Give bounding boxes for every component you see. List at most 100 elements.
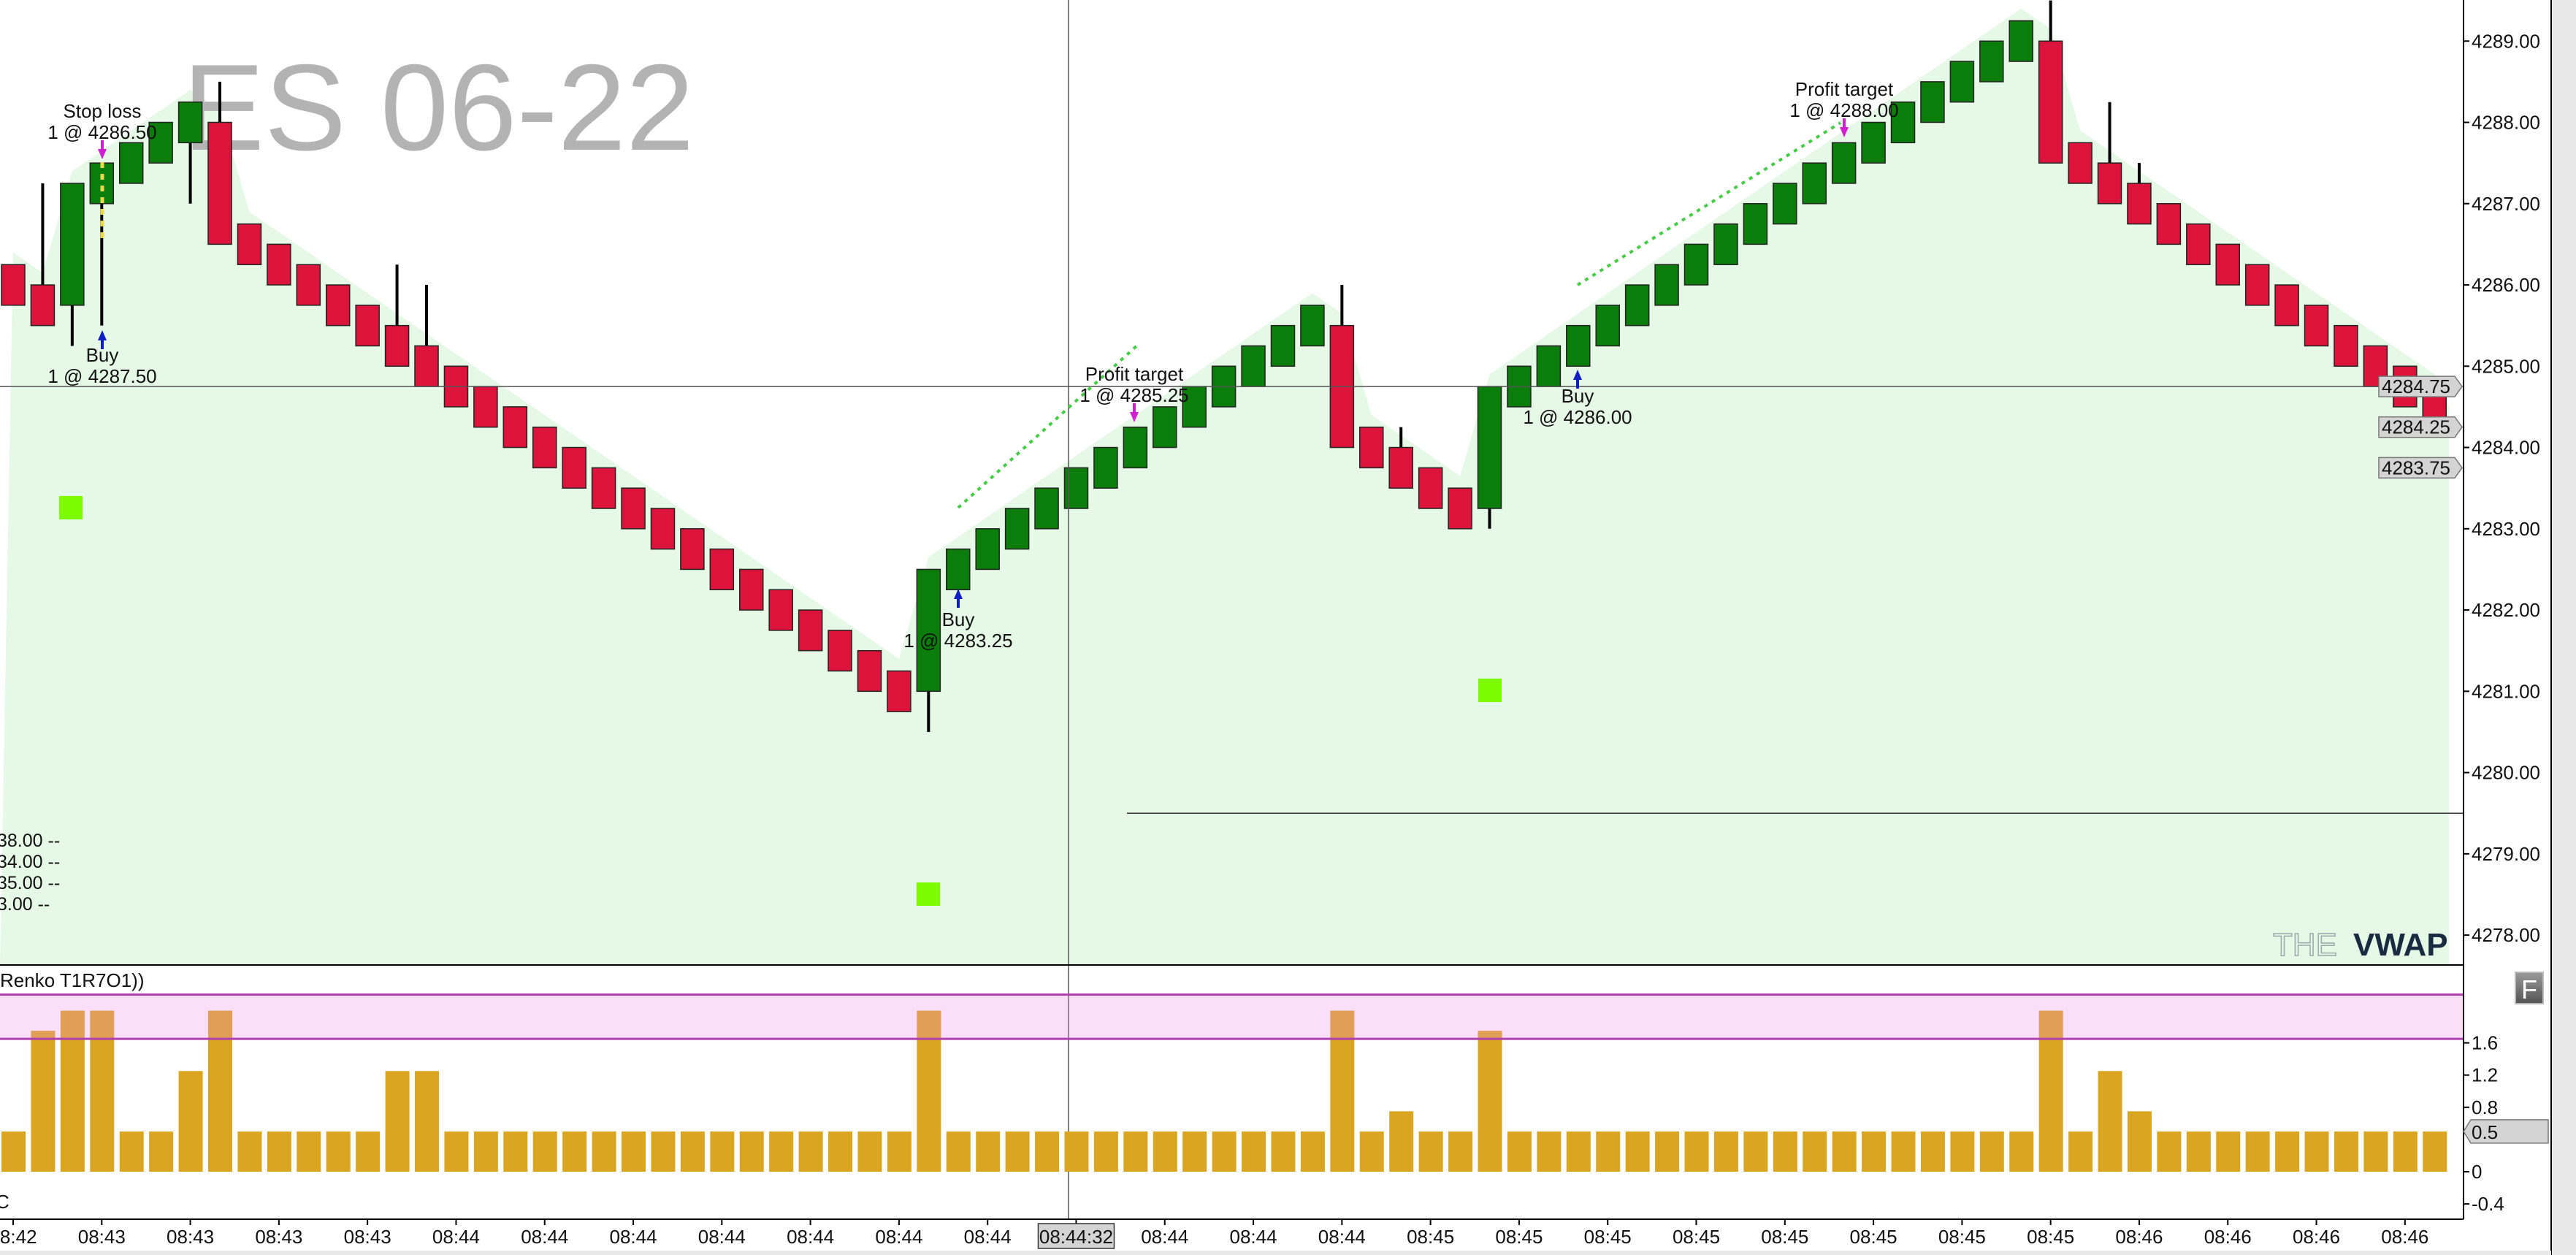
- time-tick-label: 08:45: [1407, 1226, 1454, 1248]
- time-tick-label: 08:43: [255, 1226, 302, 1248]
- volume-bar: [2098, 1071, 2122, 1172]
- down-brick: [2186, 223, 2211, 265]
- up-brick: [1477, 386, 1502, 509]
- volume-bar: [2423, 1131, 2447, 1172]
- up-brick: [177, 101, 203, 144]
- down-brick: [857, 649, 882, 693]
- price-tick-label: 4279.00: [2472, 843, 2540, 865]
- signal-square: [59, 496, 83, 519]
- profit-target-annotation-1: Profit target 1 @ 4285.25: [1079, 364, 1188, 406]
- time-tick-label: 08:44: [875, 1226, 922, 1248]
- annotation-detail: 1 @ 4286.50: [47, 121, 157, 143]
- down-brick: [414, 345, 439, 387]
- volume-bar: [1300, 1131, 1325, 1172]
- time-tick-label: 08:43: [167, 1226, 214, 1248]
- volume-bar: [828, 1131, 853, 1172]
- price-tick-label: 4283.00: [2472, 518, 2540, 540]
- up-brick: [975, 528, 1000, 571]
- price-tag-label: 4284.25: [2382, 416, 2450, 438]
- volume-tick-label: -0.4: [2472, 1193, 2504, 1215]
- logo-vwap: VWAP: [2353, 927, 2448, 963]
- up-brick: [1270, 324, 1296, 367]
- volume-bar: [1478, 1031, 1502, 1172]
- down-brick: [2244, 264, 2270, 306]
- volume-bar: [473, 1131, 498, 1172]
- volume-bar: [1596, 1131, 1621, 1172]
- time-tick-label: 08:45: [2027, 1226, 2074, 1248]
- volume-bar: [2245, 1131, 2270, 1172]
- buy-annotation-1: Buy 1 @ 4287.50: [47, 345, 156, 387]
- up-brick: [1034, 487, 1059, 530]
- exit-arrow-icon: [1840, 118, 1849, 137]
- scrollbar: [2551, 0, 2576, 1255]
- volume-bar: [1448, 1131, 1473, 1172]
- volume-bar: [1684, 1131, 1709, 1172]
- up-brick: [1861, 121, 1886, 164]
- down-brick: [384, 324, 410, 367]
- down-brick: [1448, 487, 1472, 530]
- up-brick: [1624, 284, 1650, 327]
- volume-bar: [651, 1131, 676, 1172]
- volume-bar: [444, 1131, 469, 1172]
- volume-bar: [592, 1131, 616, 1172]
- up-brick: [1773, 183, 1797, 225]
- down-brick: [325, 284, 351, 327]
- annotation-detail: 1 @ 4283.25: [903, 630, 1013, 652]
- renko-bricks: [1, 0, 2447, 732]
- price-tick-label: 4287.00: [2472, 193, 2540, 215]
- annotation-title: Buy: [85, 344, 119, 366]
- down-brick: [562, 446, 586, 489]
- down-brick: [2127, 183, 2152, 225]
- down-brick: [768, 589, 793, 631]
- up-brick: [1949, 61, 1975, 103]
- down-brick: [532, 426, 557, 469]
- time-tick-label: 08:42: [0, 1226, 37, 1248]
- stop-loss-annotation: Stop loss 1 @ 4286.50: [47, 101, 156, 143]
- up-brick: [2009, 20, 2033, 62]
- down-brick: [798, 609, 823, 652]
- volume-bar: [1891, 1131, 1916, 1172]
- up-brick: [916, 568, 941, 693]
- annotation-detail: 1 @ 4286.00: [1523, 406, 1632, 428]
- volume-bar: [1035, 1131, 1060, 1172]
- up-brick: [1743, 203, 1768, 245]
- price-tick-label: 4289.00: [2472, 30, 2540, 52]
- volume-bar: [31, 1031, 56, 1172]
- annotation-detail: 1 @ 4287.50: [47, 365, 157, 387]
- f-button[interactable]: F: [2515, 972, 2544, 1004]
- indicator-label: Renko T1R7O1)): [0, 969, 145, 991]
- volume-bar: [917, 1010, 941, 1172]
- time-tick-label: 08:44: [964, 1226, 1012, 1248]
- down-brick: [887, 670, 911, 712]
- volume-bar: [1153, 1131, 1177, 1172]
- time-tick-label: 08:44: [432, 1226, 480, 1248]
- volume-bar: [1212, 1131, 1237, 1172]
- signal-square: [917, 882, 940, 906]
- vwap-fill-polygon: [0, 8, 2450, 966]
- volume-bar: [2186, 1131, 2211, 1172]
- volume-bar: [2393, 1131, 2418, 1172]
- volume-bar: [415, 1071, 440, 1172]
- band-area: [0, 994, 2463, 1040]
- up-brick: [118, 142, 144, 184]
- up-brick: [1920, 81, 1945, 123]
- volume-bar: [208, 1010, 233, 1172]
- down-brick: [502, 406, 528, 449]
- volume-bar: [1359, 1131, 1384, 1172]
- volume-bar: [297, 1131, 321, 1172]
- instrument-watermark: ES 06-22: [183, 39, 694, 176]
- price-tick-label: 4282.00: [2472, 599, 2540, 621]
- up-brick: [1802, 162, 1827, 205]
- volume-bar: [2363, 1131, 2388, 1172]
- volume-bar: [1773, 1131, 1797, 1172]
- time-tick-label: 08:44: [1318, 1226, 1366, 1248]
- trade-line-2: [1576, 121, 1842, 286]
- down-brick: [355, 305, 380, 347]
- volume-bar: [267, 1131, 291, 1172]
- volume-bar: [2009, 1131, 2034, 1172]
- volume-bar: [385, 1071, 410, 1172]
- annotation-title: Buy: [941, 609, 975, 630]
- annotation-detail: 1 @ 4288.00: [1789, 99, 1899, 121]
